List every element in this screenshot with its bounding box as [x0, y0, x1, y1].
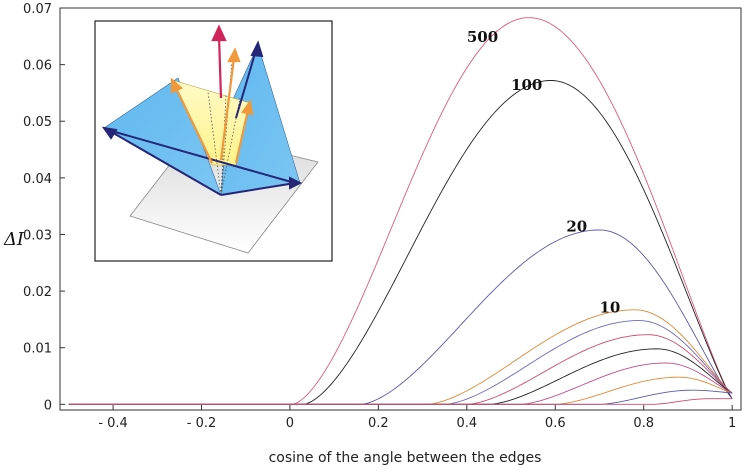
y-axis-title: ΔI	[3, 229, 25, 250]
x-axis-title: cosine of the angle between the edges	[269, 450, 542, 466]
y-tick-label: 0.05	[23, 115, 52, 130]
x-tick-label: 0	[286, 416, 294, 431]
x-tick-label: 0.2	[368, 416, 389, 431]
series-line-5	[68, 334, 733, 405]
plot-frame	[59, 7, 742, 411]
ticks: - 0.4- 0.2 0 0.2 0.4 0.6 0.8 100.010.020.030.0…	[23, 2, 736, 431]
series-line-10	[68, 398, 733, 405]
x-tick-label: - 0.4	[98, 416, 128, 431]
x-tick-label: 0.4	[456, 416, 477, 431]
y-tick-label: 0	[44, 398, 52, 413]
orange-arrows	[170, 47, 254, 164]
series-group	[68, 17, 733, 405]
y-tick-label: 0.04	[23, 172, 52, 187]
y-tick-label: 0.06	[23, 59, 52, 74]
series-line-6	[68, 348, 733, 405]
series-label-100: 100	[511, 76, 542, 94]
series-label-500: 500	[467, 28, 498, 46]
edge-arrows	[101, 40, 303, 196]
y-tick-label: 0.07	[23, 2, 52, 17]
y-tick-label: 0.02	[23, 285, 52, 300]
series-line-4	[68, 320, 733, 405]
series-line-8	[68, 376, 733, 405]
inset-diagram	[94, 20, 333, 262]
series-labels: 500 100 20 10	[467, 28, 621, 317]
series-label-10: 10	[599, 299, 620, 317]
series-line-9	[68, 389, 733, 405]
series-line-10	[68, 309, 733, 405]
x-tick-label: 0.8	[633, 416, 654, 431]
x-tick-label: 0.6	[545, 416, 566, 431]
x-tick-label: 1	[728, 416, 736, 431]
series-label-20: 20	[566, 218, 587, 236]
x-tick-label: - 0.2	[187, 416, 217, 431]
y-tick-label: 0.01	[23, 342, 52, 357]
normal-arrow	[211, 24, 227, 99]
y-tick-label: 0.03	[23, 228, 52, 243]
